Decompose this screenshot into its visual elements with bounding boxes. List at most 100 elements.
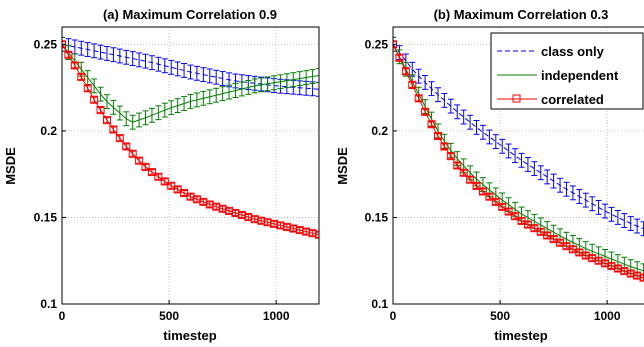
data-point-correlated xyxy=(83,84,92,93)
data-point-correlated xyxy=(231,208,240,217)
y-tick-label: 0.2 xyxy=(40,124,57,138)
series-line-class-only xyxy=(393,44,644,230)
data-point-correlated xyxy=(205,200,214,209)
data-point-correlated xyxy=(276,221,285,230)
legend-label-class-only: class only xyxy=(541,44,605,59)
data-point-correlated xyxy=(511,212,520,221)
data-point-correlated xyxy=(70,61,79,70)
y-tick-label: 0.2 xyxy=(371,124,388,138)
data-point-correlated xyxy=(128,149,137,158)
data-point-correlated xyxy=(433,132,442,141)
legend-label-correlated: correlated xyxy=(541,92,604,107)
data-point-correlated xyxy=(626,269,635,278)
panel-a-series xyxy=(62,36,319,239)
panel-a-axes-box xyxy=(61,26,320,305)
data-point-correlated xyxy=(491,197,500,206)
data-point-correlated xyxy=(257,216,266,225)
data-point-correlated xyxy=(96,106,105,115)
data-point-correlated xyxy=(504,207,513,216)
data-point-correlated xyxy=(498,202,507,211)
data-point-correlated xyxy=(109,125,118,134)
x-tick-label: 500 xyxy=(159,309,179,323)
data-point-correlated xyxy=(250,215,259,224)
panel-a-ylabel: MSDE xyxy=(3,147,18,185)
data-point-correlated xyxy=(282,222,291,231)
y-tick-label: 0.15 xyxy=(34,210,58,224)
data-point-correlated xyxy=(160,177,169,186)
data-point-correlated xyxy=(244,213,253,222)
data-point-correlated xyxy=(212,202,221,211)
panel-b-xlabel: timestep xyxy=(494,328,548,343)
data-point-correlated xyxy=(478,187,487,196)
data-point-correlated xyxy=(154,172,163,181)
panel-b: (b) Maximum Correlation 0.3 0 500 10000.10… xyxy=(335,7,644,343)
data-point-correlated xyxy=(485,192,494,201)
data-point-correlated xyxy=(308,229,317,238)
data-point-correlated xyxy=(186,192,195,201)
data-point-correlated xyxy=(620,267,629,276)
panel-b-title: (b) Maximum Correlation 0.3 xyxy=(434,7,609,22)
legend-box xyxy=(490,32,644,110)
data-point-correlated xyxy=(77,72,86,81)
data-point-correlated xyxy=(453,161,462,170)
data-point-correlated xyxy=(135,156,144,165)
data-point-correlated xyxy=(237,211,246,220)
legend-marker-correlated xyxy=(512,94,521,103)
data-point-correlated xyxy=(414,94,423,103)
data-point-correlated xyxy=(594,256,603,265)
y-tick-label: 0.1 xyxy=(371,297,388,311)
panel-a: (a) Maximum Correlation 0.9 0 500 10000.10… xyxy=(3,7,320,343)
y-tick-label: 0.25 xyxy=(365,37,389,51)
data-point-correlated xyxy=(122,142,131,151)
data-point-correlated xyxy=(633,271,642,280)
data-point-correlated xyxy=(613,264,622,273)
data-point-correlated xyxy=(218,204,227,213)
data-point-correlated xyxy=(102,116,111,125)
panel-b-ylabel: MSDE xyxy=(335,147,350,185)
data-point-correlated xyxy=(440,142,449,151)
data-point-correlated xyxy=(472,181,481,190)
panel-b-series xyxy=(393,36,644,282)
panel-b-ticks: 0 500 1000 0.1 0.15 0.2 0.25 xyxy=(365,37,621,323)
data-point-correlated xyxy=(141,162,150,171)
y-tick-label: 0.1 xyxy=(40,297,57,311)
data-point-correlated xyxy=(295,226,304,235)
data-point-correlated xyxy=(90,95,99,104)
data-point-correlated xyxy=(64,50,73,59)
data-point-correlated xyxy=(263,218,272,227)
data-point-correlated xyxy=(315,230,319,239)
panel-a-title: (a) Maximum Correlation 0.9 xyxy=(103,7,277,22)
legend: class only independent correlated xyxy=(490,32,644,110)
data-point-correlated xyxy=(466,175,475,184)
y-tick-label: 0.15 xyxy=(365,210,389,224)
x-tick-label: 0 xyxy=(390,309,397,323)
data-point-correlated xyxy=(459,168,468,177)
x-tick-label: 1000 xyxy=(263,309,290,323)
data-point-correlated xyxy=(270,219,279,228)
legend-label-independent: independent xyxy=(541,68,619,83)
data-point-correlated xyxy=(192,195,201,204)
data-point-correlated xyxy=(199,197,208,206)
data-point-correlated xyxy=(607,261,616,270)
data-point-correlated xyxy=(401,67,410,76)
panel-a-ticks: 0 500 1000 0.1 0.15 0.2 0.25 xyxy=(34,37,290,323)
panel-b-axes-box xyxy=(392,26,644,305)
x-tick-label: 0 xyxy=(59,309,66,323)
data-point-correlated xyxy=(446,152,455,161)
data-point-correlated xyxy=(115,134,124,143)
x-tick-label: 1000 xyxy=(594,309,621,323)
data-point-correlated xyxy=(421,107,430,116)
data-point-correlated xyxy=(147,168,156,177)
data-point-correlated xyxy=(581,251,590,260)
panel-a-xlabel: timestep xyxy=(163,328,217,343)
data-point-correlated xyxy=(289,224,298,233)
data-point-correlated xyxy=(408,80,417,89)
x-tick-label: 500 xyxy=(490,309,510,323)
y-tick-label: 0.25 xyxy=(34,37,58,51)
data-point-correlated xyxy=(225,206,234,215)
data-point-correlated xyxy=(302,227,311,236)
data-point-correlated xyxy=(427,120,436,129)
data-point-correlated xyxy=(601,259,610,268)
data-point-correlated xyxy=(588,254,597,263)
